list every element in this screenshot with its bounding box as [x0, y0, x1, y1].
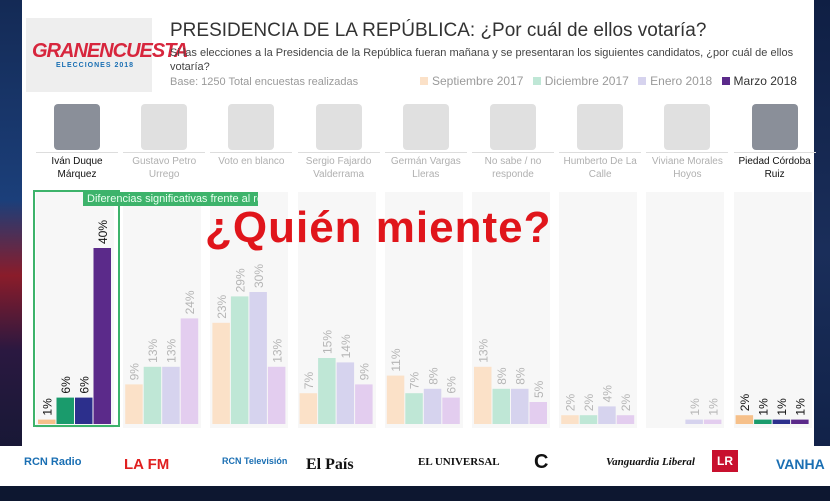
- media-logo-el-pais: El País: [306, 456, 354, 474]
- candidate-photo: [402, 104, 449, 150]
- page-title: PRESIDENCIA DE LA REPÚBLICA: ¿Por cuál d…: [170, 20, 707, 41]
- candidate-6: Humberto De La Calle: [559, 104, 642, 183]
- lafm-logo-text: LA FM: [124, 456, 170, 473]
- candidate-5: No sabe / no responde: [472, 104, 554, 183]
- candidate-photo: [577, 104, 624, 150]
- candidate-3: Sergio Fajardo Valderrama: [297, 104, 380, 183]
- vanha-logo-text: VANHA: [776, 456, 825, 472]
- chart-legend: Septiembre 2017 Diciembre 2017 Enero 201…: [420, 74, 803, 88]
- rcn-tv-logo-text: RCN Televisión: [222, 456, 288, 466]
- background-right: [814, 0, 830, 501]
- legend-swatch: [420, 77, 428, 85]
- column-background: [646, 192, 725, 428]
- overlay-headline: ¿Quién miente?: [205, 203, 552, 252]
- lr-logo-text: LR: [717, 454, 733, 468]
- legend-label: Septiembre 2017: [432, 74, 524, 88]
- candidate-name: Humberto De La Calle: [559, 152, 642, 183]
- media-logo-c: C: [534, 451, 548, 474]
- candidate-name: Gustavo Petro Urrego: [123, 152, 206, 183]
- media-logo-el-universal: EL UNIVERSAL: [418, 456, 500, 468]
- rcn-radio-logo-text: RCN Radio: [24, 456, 82, 468]
- legend-label: Marzo 2018: [733, 74, 797, 88]
- c-logo-text: C: [534, 451, 549, 473]
- media-logo-lafm: LA FM: [124, 456, 169, 473]
- media-logo-rcn-tv: RCN Televisión: [222, 456, 287, 466]
- column-background: [123, 192, 202, 428]
- candidate-name: No sabe / no responde: [472, 152, 554, 183]
- candidate-name: Sergio Fajardo Valderrama: [297, 152, 380, 183]
- candidate-1: Gustavo Petro Urrego: [123, 104, 206, 183]
- logo-subtext: ELECCIONES 2018: [56, 62, 135, 69]
- candidate-8: Piedad Córdoba Ruiz: [733, 104, 816, 183]
- el-universal-logo-text: EL UNIVERSAL: [418, 456, 500, 468]
- candidate-photo: [490, 104, 536, 150]
- media-logo-vanguardia: Vanguardia Liberal: [606, 456, 695, 468]
- candidate-photo: [664, 104, 711, 150]
- column-background: [733, 192, 812, 428]
- logo-text: GRANENCUESTA: [32, 40, 188, 62]
- legend-label: Enero 2018: [650, 74, 713, 88]
- gran-encuesta-logo: GRANENCUESTA ELECCIONES 2018: [26, 18, 188, 92]
- candidate-7: Viviane Morales Hoyos: [646, 104, 729, 183]
- candidate-photo: [751, 104, 798, 150]
- media-logo-lr: LR: [712, 450, 738, 472]
- candidate-4: Germán Vargas Lleras: [384, 104, 467, 183]
- legend-item-sep-2017: Septiembre 2017: [420, 74, 523, 88]
- candidate-photo: [54, 104, 100, 150]
- media-logos-bar: [0, 446, 830, 486]
- candidate-name: Viviane Morales Hoyos: [646, 152, 729, 183]
- background-left: [0, 0, 22, 501]
- legend-item-dic-2017: Diciembre 2017: [532, 74, 629, 88]
- bottom-strip: [0, 486, 830, 501]
- legend-swatch: [638, 77, 647, 85]
- candidate-name: Iván Duque Márquez: [36, 152, 118, 183]
- candidate-photo: [141, 104, 188, 150]
- media-logo-vanha: VANHA: [776, 456, 825, 472]
- significant-difference-box: [33, 190, 120, 427]
- candidate-name: Germán Vargas Lleras: [384, 152, 467, 183]
- column-background: [559, 192, 638, 428]
- legend-label: Diciembre 2017: [544, 74, 629, 88]
- candidate-photo: [228, 104, 275, 150]
- significant-difference-label: Diferencias significativas frente al res…: [83, 192, 258, 206]
- candidate-2: Voto en blanco: [210, 104, 293, 183]
- legend-swatch: [532, 77, 541, 85]
- legend-item-mar-2018: Marzo 2018: [721, 74, 797, 88]
- legend-item-ene-2018: Enero 2018: [638, 74, 712, 88]
- candidate-name: Voto en blanco: [210, 152, 293, 183]
- candidate-0: Iván Duque Márquez: [36, 104, 118, 183]
- media-logo-rcn-radio: RCN Radio: [24, 456, 81, 468]
- sample-base: Base: 1250 Total encuestas realizadas: [170, 76, 359, 88]
- candidate-name: Piedad Córdoba Ruiz: [733, 152, 816, 183]
- survey-question: Si las elecciones a la Presidencia de la…: [170, 47, 794, 73]
- el-pais-logo-text: El País: [306, 456, 354, 473]
- vanguardia-logo-text: Vanguardia Liberal: [606, 456, 695, 468]
- legend-swatch: [721, 77, 730, 85]
- candidate-photo: [315, 104, 362, 150]
